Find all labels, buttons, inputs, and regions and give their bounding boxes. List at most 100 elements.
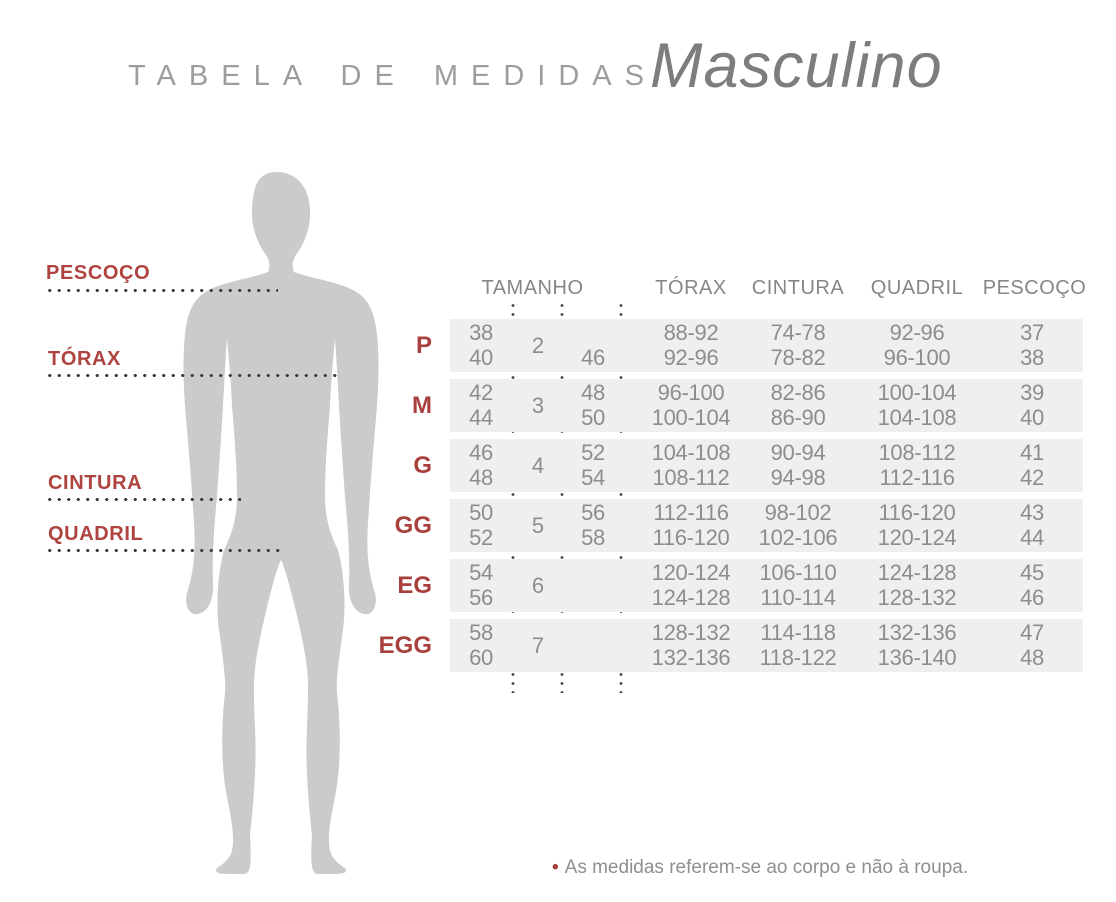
cell-cintura: 118-122 [759, 645, 837, 670]
cell-quadril: 112-116 [879, 465, 955, 490]
dotted-line-pescoco [45, 288, 278, 293]
cell-num: 56 [469, 585, 493, 610]
body-label-quadril: QUADRIL [48, 523, 144, 545]
cell-alt: 50 [581, 405, 605, 430]
size-group-row-eg: EG 6 54 120-124 106-110 124-128 45 56 12… [397, 559, 1083, 612]
cell-torax: 92-96 [663, 345, 719, 370]
male-body-silhouette-illustration [183, 172, 379, 874]
cell-alt [569, 620, 617, 646]
cell-quadril: 136-140 [877, 645, 957, 670]
cell-torax: 132-136 [651, 645, 731, 670]
cell-pescoco: 45 [1020, 560, 1044, 585]
size-group-row-gg: GG 5 50 56 112-116 98-102 116-120 43 52 … [395, 499, 1083, 552]
cell-num: 42 [469, 380, 493, 405]
cell-quadril: 104-108 [877, 405, 957, 430]
group-number: 4 [531, 453, 545, 478]
size-label: P [415, 332, 432, 359]
table-row: 56 124-128 110-114 128-132 46 [450, 585, 1083, 611]
size-label: M [412, 392, 432, 419]
size-group-row-m: M 3 42 48 96-100 82-86 100-104 39 44 50 … [412, 379, 1083, 432]
body-label-pescoco: PESCOÇO [46, 262, 151, 284]
cell-cintura: 90-94 [770, 440, 826, 465]
group-number: 3 [531, 393, 545, 418]
cell-cintura: 110-114 [760, 585, 836, 610]
table-row: 60 132-136 118-122 136-140 48 [450, 645, 1083, 671]
cell-num: 60 [469, 645, 493, 670]
cell-quadril: 116-120 [878, 500, 956, 525]
cell-torax: 120-124 [651, 560, 731, 585]
cell-num: 50 [469, 500, 493, 525]
table-row: 38 88-92 74-78 92-96 37 [450, 320, 1083, 346]
size-label: EGG [378, 632, 432, 659]
size-group-row-egg: EGG 7 58 128-132 114-118 132-136 47 60 1… [379, 619, 1083, 672]
cell-cintura: 78-82 [770, 345, 826, 370]
cell-alt: 58 [581, 525, 605, 550]
dotted-line-cintura [45, 497, 241, 502]
column-header-quadril: QUADRIL [870, 277, 964, 299]
group-number: 5 [531, 513, 545, 538]
table-dotted-separator-1 [511, 301, 515, 693]
cell-cintura: 94-98 [770, 465, 826, 490]
cell-alt [569, 585, 617, 611]
cell-alt: 52 [581, 440, 605, 465]
cell-pescoco: 40 [1020, 405, 1044, 430]
footnote: • As medidas referem-se ao corpo e não à … [552, 857, 968, 879]
table-row: 48 54 108-112 94-98 112-116 42 [450, 465, 1083, 491]
cell-cintura: 82-86 [770, 380, 826, 405]
cell-num: 44 [469, 405, 493, 430]
table-row: 44 50 100-104 86-90 104-108 40 [450, 405, 1083, 431]
cell-quadril: 96-100 [883, 345, 951, 370]
page-title: TABELA DE MEDIDAS [128, 60, 657, 92]
cell-cintura: 74-78 [770, 320, 826, 345]
cell-cintura: 106-110 [759, 560, 837, 585]
cell-alt: 54 [581, 465, 605, 490]
cell-pescoco: 44 [1020, 525, 1044, 550]
cell-num: 58 [469, 620, 493, 645]
cell-torax: 100-104 [651, 405, 731, 430]
cell-torax: 108-112 [652, 465, 730, 490]
cell-num: 52 [469, 525, 493, 550]
cell-torax: 116-120 [652, 525, 730, 550]
cell-pescoco: 41 [1020, 440, 1044, 465]
body-label-cintura: CINTURA [48, 472, 143, 494]
table-dotted-separator-2 [560, 301, 564, 693]
cell-alt: 48 [581, 380, 605, 405]
cell-torax: 96-100 [657, 380, 725, 405]
table-row: 58 128-132 114-118 132-136 47 [450, 620, 1083, 646]
cell-pescoco: 39 [1020, 380, 1044, 405]
table-dotted-separator-3 [619, 301, 623, 693]
cell-alt [569, 560, 617, 586]
cell-cintura: 114-118 [760, 620, 836, 645]
cell-pescoco: 46 [1020, 585, 1044, 610]
cell-torax: 112-116 [653, 500, 729, 525]
cell-quadril: 92-96 [889, 320, 945, 345]
cell-cintura: 86-90 [770, 405, 826, 430]
cell-quadril: 132-136 [877, 620, 957, 645]
dotted-line-quadril [45, 548, 284, 553]
footnote-bullet: • [552, 857, 559, 878]
cell-pescoco: 38 [1020, 345, 1044, 370]
group-number: 6 [531, 573, 545, 598]
cell-quadril: 100-104 [877, 380, 957, 405]
cell-quadril: 120-124 [877, 525, 957, 550]
group-number: 7 [531, 633, 545, 658]
cell-alt [569, 320, 617, 346]
cell-alt: 56 [581, 500, 605, 525]
body-label-torax: TÓRAX [48, 348, 121, 370]
table-row: 40 46 92-96 78-82 96-100 38 [450, 345, 1083, 371]
size-label: GG [394, 512, 432, 539]
cell-alt: 46 [581, 345, 605, 370]
table-row: 46 52 104-108 90-94 108-112 41 [450, 440, 1083, 466]
size-label: G [413, 452, 432, 479]
size-group-row-g: G 4 46 52 104-108 90-94 108-112 41 48 54… [413, 439, 1083, 492]
cell-pescoco: 37 [1020, 320, 1044, 345]
page-title-highlight: Masculino [650, 31, 943, 101]
cell-num: 54 [469, 560, 493, 585]
table-row: 52 58 116-120 102-106 120-124 44 [450, 525, 1083, 551]
cell-torax: 88-92 [663, 320, 719, 345]
column-header-cintura: CINTURA [751, 277, 845, 299]
cell-quadril: 124-128 [877, 560, 957, 585]
cell-pescoco: 42 [1020, 465, 1044, 490]
cell-pescoco: 48 [1020, 645, 1044, 670]
